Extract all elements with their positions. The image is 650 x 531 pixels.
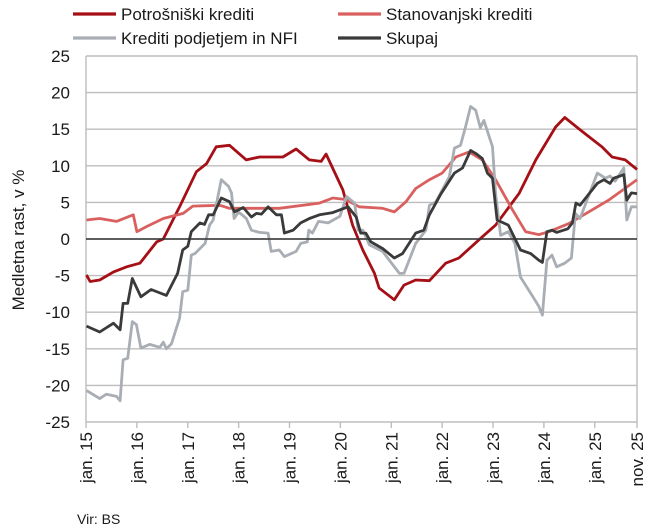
legend-label: Krediti podjetjem in NFI	[121, 29, 298, 48]
y-tick-label: 0	[61, 230, 70, 249]
x-tick-label: nov. 25	[628, 432, 647, 487]
y-tick-label: 20	[51, 84, 70, 103]
y-axis-ticks: 25 20 15 10 5 0 -5 -10 -15 -20 -25	[45, 47, 70, 432]
x-axis-ticks: jan. 15 jan. 16 jan. 17 jan. 18 jan. 19 jan. …	[77, 422, 647, 487]
y-tick-label: 10	[51, 157, 70, 176]
series-line-stanovanjski-krediti	[86, 150, 638, 236]
series-line-krediti-podjetjem-in-nfi	[85, 105, 637, 403]
y-tick-label: 15	[51, 120, 70, 139]
legend-item-skupaj: Skupaj	[338, 29, 438, 48]
legend-item-podjetja: Krediti podjetjem in NFI	[73, 29, 298, 48]
legend-item-potrosniski: Potrošniški krediti	[73, 5, 254, 24]
x-tick-label: jan. 15	[77, 432, 96, 484]
y-tick-label: 5	[61, 193, 70, 212]
x-tick-label: jan. 21	[382, 432, 401, 484]
y-tick-label: -5	[55, 267, 70, 286]
x-tick-label: jan. 22	[433, 432, 452, 484]
x-tick-label: jan. 20	[331, 432, 350, 484]
y-tick-label: -10	[45, 303, 70, 322]
y-tick-label: -25	[45, 413, 70, 432]
x-tick-label: jan. 18	[230, 432, 249, 484]
x-tick-label: jan. 17	[179, 432, 198, 484]
series-line-skupaj	[85, 149, 638, 334]
x-tick-label: jan. 16	[128, 432, 147, 484]
y-tick-label: 25	[51, 47, 70, 66]
y-axis-label: Medletna rast, v %	[9, 170, 28, 311]
legend: Potrošniški krediti Stanovanjski krediti…	[73, 5, 532, 48]
x-tick-label: jan. 25	[586, 432, 605, 484]
legend-label: Skupaj	[386, 29, 438, 48]
y-tick-label: -15	[45, 340, 70, 359]
legend-label: Potrošniški krediti	[121, 5, 254, 24]
x-tick-label: jan. 24	[535, 432, 554, 484]
x-tick-label: jan. 19	[281, 432, 300, 484]
y-tick-label: -20	[45, 376, 70, 395]
legend-item-stanovanjski: Stanovanjski krediti	[338, 5, 532, 24]
legend-label: Stanovanjski krediti	[386, 5, 532, 24]
x-tick-label: jan. 23	[484, 432, 503, 484]
series-lines	[85, 105, 638, 403]
source-note: Vir: BS	[77, 511, 120, 527]
series-line-potro-ni-ki-krediti	[85, 116, 638, 302]
